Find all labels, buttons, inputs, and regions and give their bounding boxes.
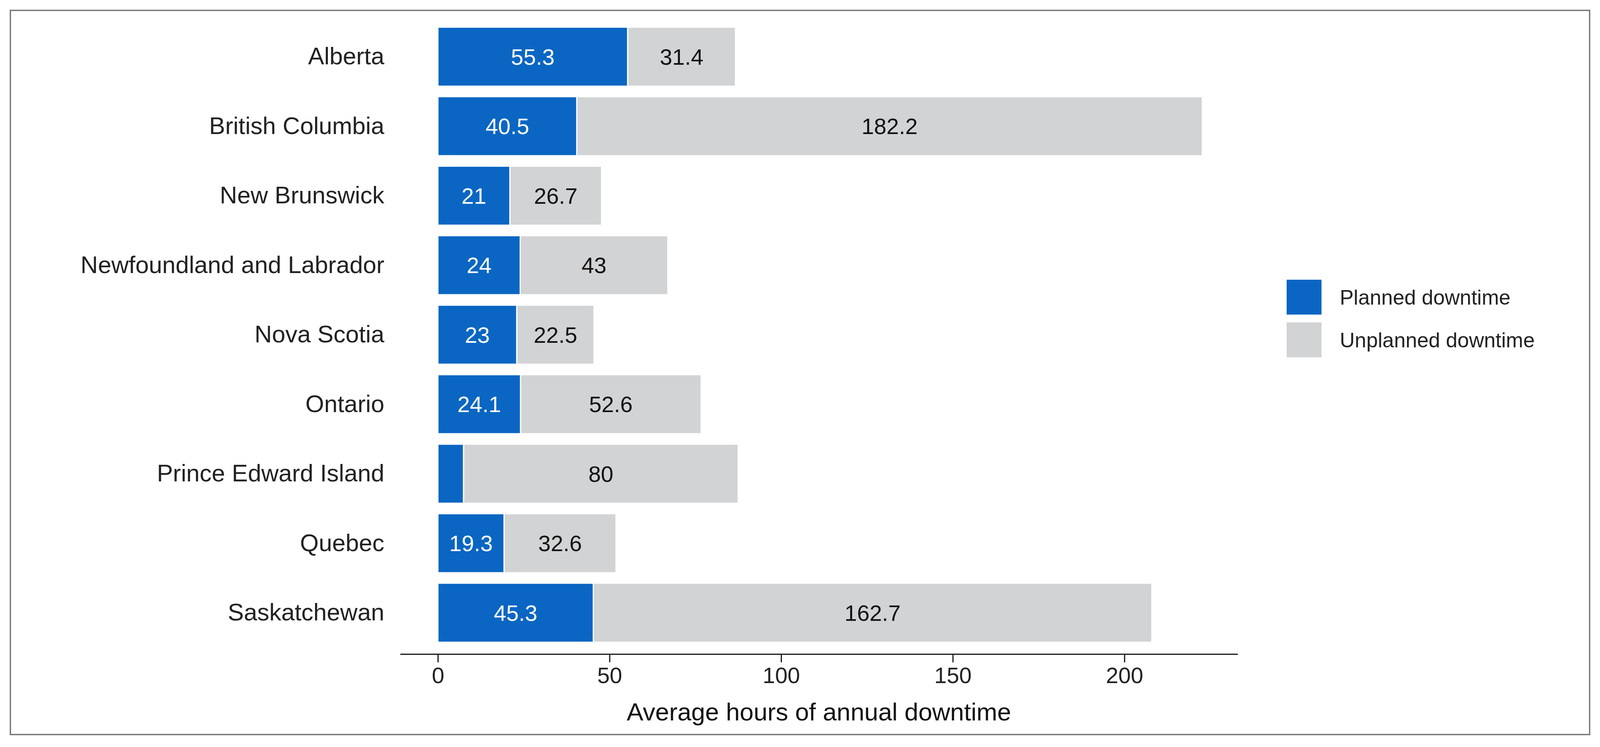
data-label: 24 (466, 252, 492, 278)
tick-label: 0 (431, 662, 445, 688)
tick: 0 (431, 654, 445, 688)
bar (437, 166, 511, 225)
data-label: 21 (461, 183, 487, 209)
category-label: Prince Edward Island (156, 459, 385, 487)
bar (520, 235, 668, 295)
tick: New Brunswick (219, 181, 385, 209)
bar (510, 166, 602, 225)
data-label: 31.4 (659, 44, 704, 70)
tick: Prince Edward Island (156, 459, 385, 487)
tick: Quebec (300, 529, 385, 557)
data-label: 40.5 (485, 113, 530, 139)
bar (437, 583, 594, 643)
data-labels: 55.3 40.5 21 24 23 24.1 19.3 45.3 31.4 182.2 26.7 4… (449, 44, 918, 626)
data-label: 26.7 (534, 183, 578, 209)
data-label: 24.1 (457, 391, 501, 417)
legend-swatch (1286, 279, 1322, 315)
legend-swatch (1286, 322, 1322, 358)
legend-label: Planned downtime (1339, 285, 1511, 310)
bar (437, 26, 628, 86)
bar (576, 96, 1203, 156)
tick: 200 (1106, 654, 1144, 688)
tick-mark (437, 654, 439, 663)
bar (437, 444, 464, 504)
bar (437, 235, 521, 295)
data-label: 22.5 (533, 322, 578, 348)
tick: Saskatchewan (227, 598, 385, 626)
data-label: 23 (464, 322, 490, 348)
tick: Alberta (307, 42, 385, 70)
data-label: 32.6 (538, 530, 582, 556)
data-label: 182.2 (861, 113, 918, 139)
tick: 50 (597, 654, 623, 688)
y-axis: Alberta British Columbia New Brunswick Newf… (80, 42, 385, 626)
legend-label: Unplanned downtime (1339, 328, 1535, 352)
bar (463, 444, 739, 504)
tick-mark (609, 654, 611, 663)
tick: Nova Scotia (254, 320, 385, 348)
bar (437, 96, 577, 156)
x-axis-line (400, 653, 1239, 655)
tick-mark (780, 654, 782, 663)
category-label: New Brunswick (219, 181, 385, 209)
tick-label: 100 (762, 662, 800, 688)
data-label: 162.7 (844, 600, 901, 626)
category-label: Quebec (300, 529, 385, 557)
category-label: Nova Scotia (254, 320, 385, 348)
legend: Planned downtime Unplanned downtime (1286, 279, 1535, 358)
category-label: British Columbia (209, 112, 385, 140)
bar (520, 374, 702, 434)
tick: British Columbia (209, 112, 385, 140)
x-axis: 0 50 100 150 200 (400, 654, 1239, 688)
bar (437, 513, 505, 573)
bar (437, 305, 517, 364)
bars (437, 26, 1203, 643)
category-label: Newfoundland and Labrador (80, 251, 385, 279)
tick-mark (952, 654, 954, 663)
tick-mark (1123, 654, 1126, 663)
tick: Newfoundland and Labrador (80, 251, 385, 279)
category-label: Alberta (307, 42, 385, 70)
tick: Ontario (305, 390, 385, 418)
bar (593, 583, 1153, 643)
tick: 150 (934, 654, 972, 688)
tick: 100 (762, 654, 800, 688)
tick-label: 200 (1106, 662, 1144, 688)
data-label: 45.3 (493, 600, 538, 626)
frame (10, 10, 1590, 735)
tick-label: 150 (934, 662, 972, 688)
bar (504, 513, 617, 573)
category-label: Saskatchewan (227, 598, 385, 626)
bar (437, 374, 521, 434)
data-label: 43 (581, 252, 607, 278)
bar (627, 26, 736, 86)
data-label: 80 (588, 461, 614, 487)
category-label: Ontario (305, 390, 385, 418)
bar (516, 305, 594, 364)
data-label: 55.3 (510, 44, 555, 70)
axis-title: Average hours of annual downtime (626, 698, 1012, 726)
chart: 55.3 40.5 21 24 23 24.1 19.3 45.3 31.4 182.2 26.7 4… (0, 0, 1600, 747)
tick-label: 50 (597, 662, 623, 688)
data-label: 52.6 (588, 391, 633, 417)
data-label: 19.3 (449, 530, 493, 556)
